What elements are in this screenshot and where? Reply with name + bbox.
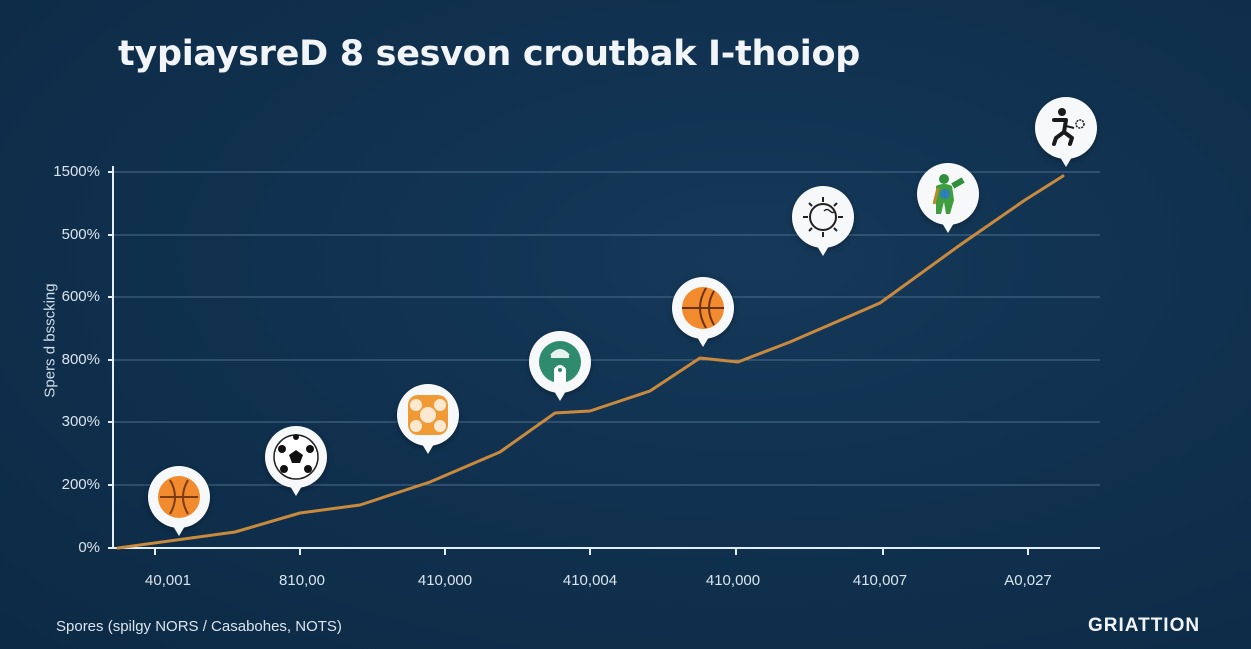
x-tick: 810,00 (279, 572, 325, 589)
x-tick: 410,007 (852, 572, 908, 589)
x-tick: 40,001 (145, 572, 191, 589)
y-tick: 0% (78, 539, 100, 556)
player-figure-icon (932, 174, 965, 214)
basketball-icon (682, 287, 724, 329)
series-line (116, 174, 1065, 550)
volleyball-icon (408, 395, 448, 435)
y-tick: 600% (61, 288, 100, 305)
helmet-marker (529, 331, 591, 401)
y-tick: 500% (61, 226, 100, 243)
x-tick: 410,000 (705, 572, 761, 589)
y-tick: 800% (61, 351, 100, 368)
x-tick: 410,004 (562, 572, 618, 589)
chart-title: typiaysreD 8 sesvon croutbak I-thoiop (118, 34, 860, 74)
soccer-ball-icon (273, 434, 319, 480)
basketball-marker-2 (672, 277, 734, 347)
y-tick: 200% (61, 476, 100, 493)
source-note: Spores (spilgy NORS / Casabohes, NOTS) (56, 618, 342, 635)
helmet-player-icon (539, 341, 581, 383)
y-tick: 300% (61, 413, 100, 430)
brand-logo: GRIATTION (1088, 615, 1201, 636)
basketball-icon (158, 476, 200, 518)
axes (108, 166, 1100, 555)
y-tick: 1500% (53, 163, 100, 180)
soccer-marker (265, 426, 327, 496)
runner-icon (1052, 108, 1085, 146)
x-tick: A0,027 (1004, 572, 1052, 589)
runner-marker (1035, 97, 1097, 167)
x-tick: 410,000 (417, 572, 473, 589)
sun-virus-icon (803, 197, 843, 237)
volleyball-marker (397, 384, 459, 454)
basketball-marker (148, 466, 210, 536)
player-marker (917, 163, 979, 233)
sun-marker (792, 186, 854, 256)
